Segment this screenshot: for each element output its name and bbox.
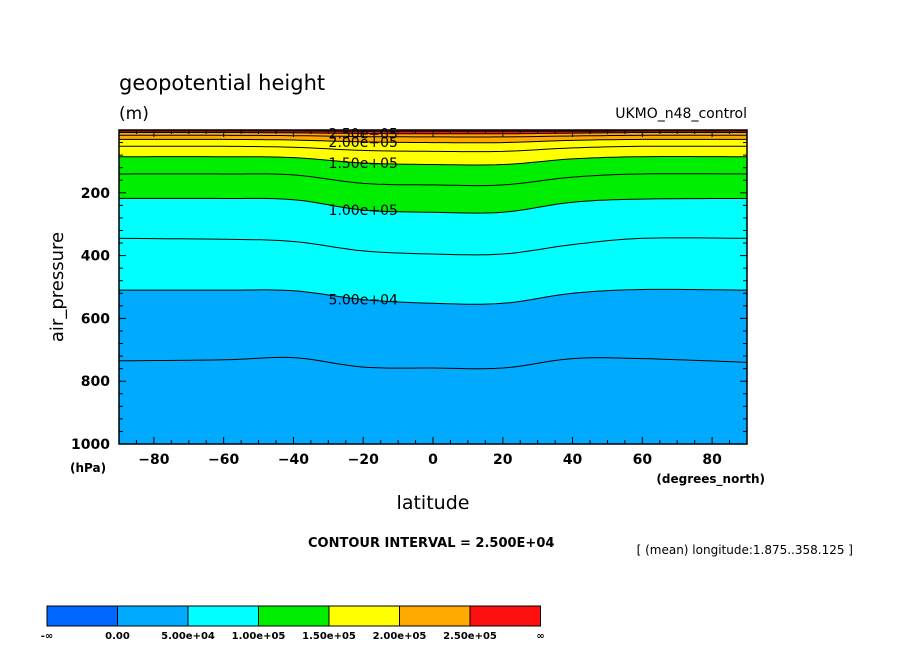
colorbar-label: -∞ bbox=[41, 631, 53, 642]
colorbar-label: 2.50e+05 bbox=[443, 631, 497, 642]
contour-label: 1.50e+05 bbox=[329, 156, 398, 172]
contour-line bbox=[119, 145, 747, 153]
contour-line bbox=[119, 288, 747, 305]
contour-line bbox=[118, 237, 747, 256]
chart-title: geopotential height bbox=[119, 71, 325, 95]
contour-line bbox=[119, 156, 747, 166]
x-tick-label: −80 bbox=[138, 452, 169, 468]
colorbar-label: 0.00 bbox=[105, 631, 130, 642]
contour-label-text: 1.50e+05 bbox=[329, 156, 398, 172]
contour-label: 1.00e+05 bbox=[329, 203, 398, 219]
x-tick-label: 60 bbox=[633, 452, 653, 468]
contour-interval-text: CONTOUR INTERVAL = 2.500E+04 bbox=[308, 536, 554, 551]
x-tick-label: −40 bbox=[278, 452, 309, 468]
model-label: UKMO_n48_control bbox=[615, 106, 747, 122]
units-label: (m) bbox=[119, 104, 149, 124]
colorbar-swatch bbox=[117, 605, 189, 627]
contour-label-text: 2.00e+05 bbox=[329, 135, 398, 151]
colorbar-swatch bbox=[469, 605, 541, 627]
contour-fill-bands bbox=[118, 129, 748, 445]
contour-line bbox=[118, 356, 748, 370]
colorbar: -∞ 0.00 5.00e+04 1.00e+05 1.50e+05 2.00e+05 2.… bbox=[41, 605, 545, 642]
y-tick-labels: 200 400 600 800 1000 bbox=[71, 186, 110, 453]
axis-ticks bbox=[118, 129, 748, 445]
x-tick-label: 80 bbox=[702, 452, 722, 468]
colorbar-label: 1.50e+05 bbox=[302, 631, 356, 642]
averaging-note: [ (mean) longitude:1.875..358.125 ] bbox=[637, 543, 853, 557]
colorbar-swatch bbox=[187, 605, 259, 627]
colorbar-swatch bbox=[328, 605, 400, 627]
colorbar-label: 2.00e+05 bbox=[373, 631, 427, 642]
x-tick-label: 0 bbox=[428, 452, 438, 468]
contour-label: 2.00e+05 bbox=[329, 135, 398, 151]
colorbar-label: 1.00e+05 bbox=[232, 631, 286, 642]
y-axis-title: air_pressure bbox=[47, 232, 68, 342]
contour-band bbox=[118, 289, 748, 445]
x-tick-label: −60 bbox=[208, 452, 239, 468]
y-tick-label: 400 bbox=[81, 249, 110, 265]
colorbar-label: ∞ bbox=[536, 631, 544, 642]
x-axis-units: (degrees_north) bbox=[656, 472, 765, 487]
x-tick-label: 20 bbox=[493, 452, 513, 468]
contour-line bbox=[118, 197, 747, 214]
contour-label: 5.00e+04 bbox=[329, 293, 398, 309]
contour-label-text: 5.00e+04 bbox=[329, 293, 398, 309]
x-axis-title: latitude bbox=[397, 492, 470, 514]
colorbar-swatch bbox=[399, 605, 471, 627]
colorbar-label: 5.00e+04 bbox=[161, 631, 215, 642]
contour-band bbox=[118, 198, 748, 305]
contour-line bbox=[119, 173, 748, 187]
y-tick-label: 600 bbox=[81, 311, 110, 327]
x-tick-labels: −80 −60 −40 −20 0 20 40 60 80 bbox=[138, 452, 722, 468]
x-tick-label: −20 bbox=[348, 452, 379, 468]
colorbar-swatch bbox=[258, 605, 330, 627]
contour-label-text: 1.00e+05 bbox=[329, 203, 398, 219]
x-tick-label: 40 bbox=[563, 452, 583, 468]
y-tick-label: 1000 bbox=[71, 437, 110, 453]
y-tick-label: 200 bbox=[81, 186, 110, 202]
y-tick-label: 800 bbox=[81, 374, 110, 390]
contour-line bbox=[119, 138, 747, 144]
y-axis-units: (hPa) bbox=[70, 461, 106, 475]
colorbar-swatch bbox=[46, 605, 118, 627]
